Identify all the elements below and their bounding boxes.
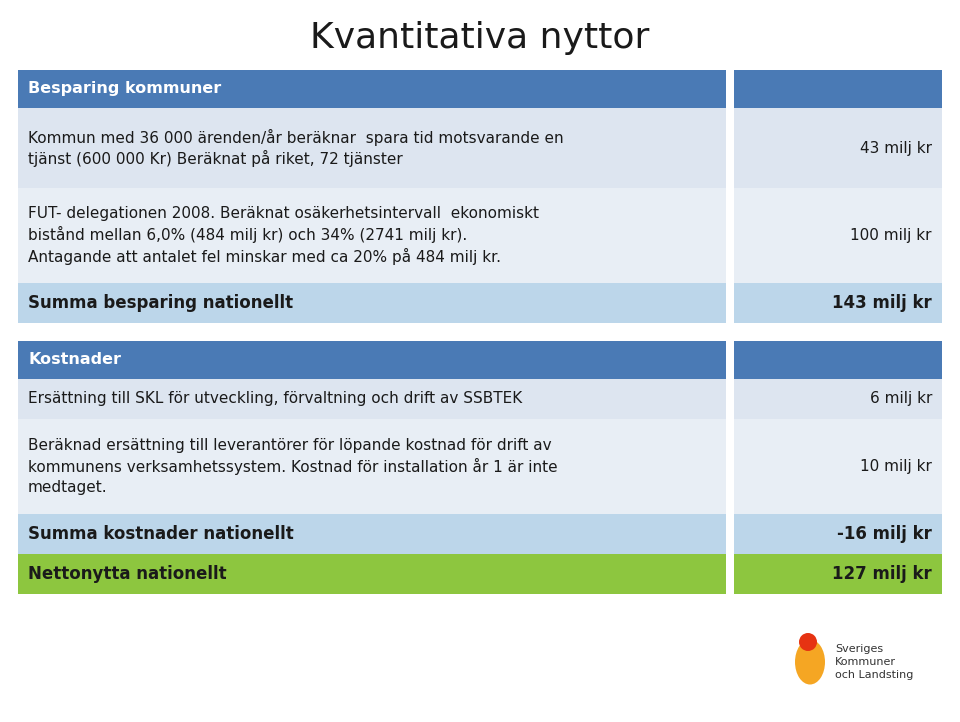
Bar <box>18 554 726 594</box>
Bar <box>18 283 726 323</box>
Bar <box>18 419 726 514</box>
Text: Ersättning till SKL för utveckling, förvaltning och drift av SSBTEK: Ersättning till SKL för utveckling, förv… <box>28 391 522 406</box>
Bar <box>18 188 726 283</box>
Bar <box>734 188 942 283</box>
Bar <box>18 108 726 188</box>
Text: Kvantitativa nyttor: Kvantitativa nyttor <box>310 21 650 55</box>
Text: 10 milj kr: 10 milj kr <box>860 459 932 474</box>
Bar <box>18 70 726 108</box>
Bar <box>734 419 942 514</box>
Text: Summa besparing nationellt: Summa besparing nationellt <box>28 294 293 312</box>
Text: FUT- delegationen 2008. Beräknat osäkerhetsintervall  ekonomiskt
bistånd mellan : FUT- delegationen 2008. Beräknat osäkerh… <box>28 206 539 265</box>
Bar <box>18 341 726 379</box>
Text: Sveriges
Kommuner
och Landsting: Sveriges Kommuner och Landsting <box>835 644 913 680</box>
Text: 127 milj kr: 127 milj kr <box>832 565 932 583</box>
Text: 6 milj kr: 6 milj kr <box>870 391 932 406</box>
Circle shape <box>799 633 817 651</box>
Text: 43 milj kr: 43 milj kr <box>860 141 932 155</box>
Bar <box>18 514 726 554</box>
Text: Kostnader: Kostnader <box>28 352 121 367</box>
Bar <box>734 341 942 379</box>
Bar <box>18 379 726 419</box>
Ellipse shape <box>795 640 825 684</box>
Text: Kommun med 36 000 ärenden/år beräknar  spara tid motsvarande en
tjänst (600 000 : Kommun med 36 000 ärenden/år beräknar sp… <box>28 129 564 168</box>
Text: -16 milj kr: -16 milj kr <box>837 525 932 543</box>
Bar <box>734 108 942 188</box>
Bar <box>734 283 942 323</box>
Text: Beräknad ersättning till leverantörer för löpande kostnad för drift av
kommunens: Beräknad ersättning till leverantörer fö… <box>28 438 558 495</box>
Bar <box>734 379 942 419</box>
Text: 100 milj kr: 100 milj kr <box>851 228 932 243</box>
Bar <box>734 70 942 108</box>
Text: 143 milj kr: 143 milj kr <box>832 294 932 312</box>
Bar <box>734 514 942 554</box>
Bar <box>734 554 942 594</box>
Text: Besparing kommuner: Besparing kommuner <box>28 82 221 97</box>
Text: Summa kostnader nationellt: Summa kostnader nationellt <box>28 525 294 543</box>
Text: Nettonytta nationellt: Nettonytta nationellt <box>28 565 227 583</box>
